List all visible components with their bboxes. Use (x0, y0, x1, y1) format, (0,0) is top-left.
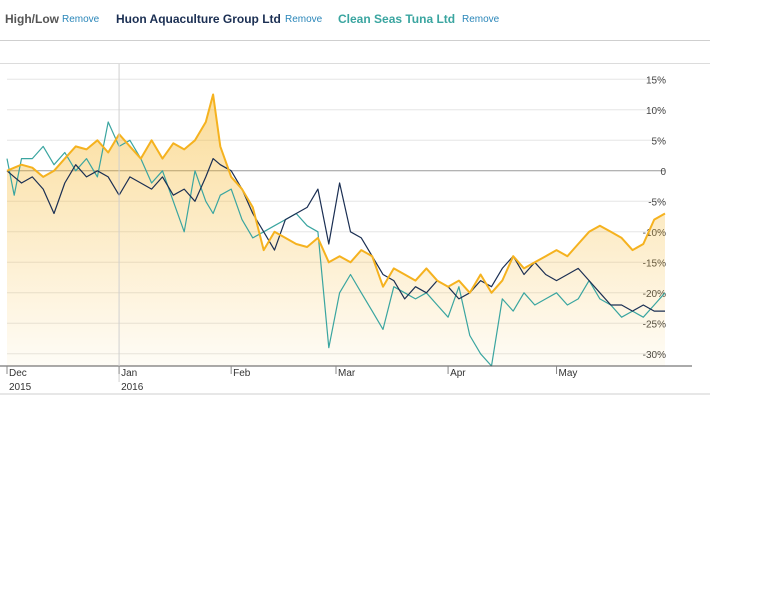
x-tick-label: Jan (121, 368, 137, 379)
legend-series2-label: Clean Seas Tuna Ltd (338, 12, 456, 26)
legend-primary-label: High/Low (5, 12, 59, 26)
chart-legend: High/Low Remove Huon Aquaculture Group L… (0, 0, 710, 41)
x-tick-label: May (559, 368, 578, 379)
x-tick-label: Mar (338, 368, 356, 379)
x-tick-label: Dec (9, 368, 27, 379)
remove-series2-link[interactable]: Remove (462, 14, 500, 25)
y-tick-label: 10% (646, 106, 666, 117)
high-low-line (6, 93, 666, 294)
chart-top-border (0, 63, 710, 64)
high-low-area (7, 94, 665, 366)
huon-line (6, 157, 665, 312)
remove-primary-link[interactable]: Remove (62, 14, 100, 25)
x-year-label: 2016 (121, 382, 144, 393)
x-tick-label: Apr (450, 368, 466, 379)
legend-series1-label: Huon Aquaculture Group Ltd (116, 12, 281, 26)
line-chart: 15%10%5%0-5%-10%-15%-20%-25%-30%Dec2015J… (0, 64, 710, 395)
y-tick-label: 0 (660, 167, 666, 178)
x-year-label: 2015 (9, 382, 32, 393)
y-tick-label: -5% (648, 197, 666, 208)
y-tick-label: 5% (652, 136, 667, 147)
remove-series1-link[interactable]: Remove (285, 14, 323, 25)
clean-seas-line (6, 121, 666, 367)
x-tick-label: Feb (233, 368, 251, 379)
y-tick-label: 15% (646, 75, 666, 86)
